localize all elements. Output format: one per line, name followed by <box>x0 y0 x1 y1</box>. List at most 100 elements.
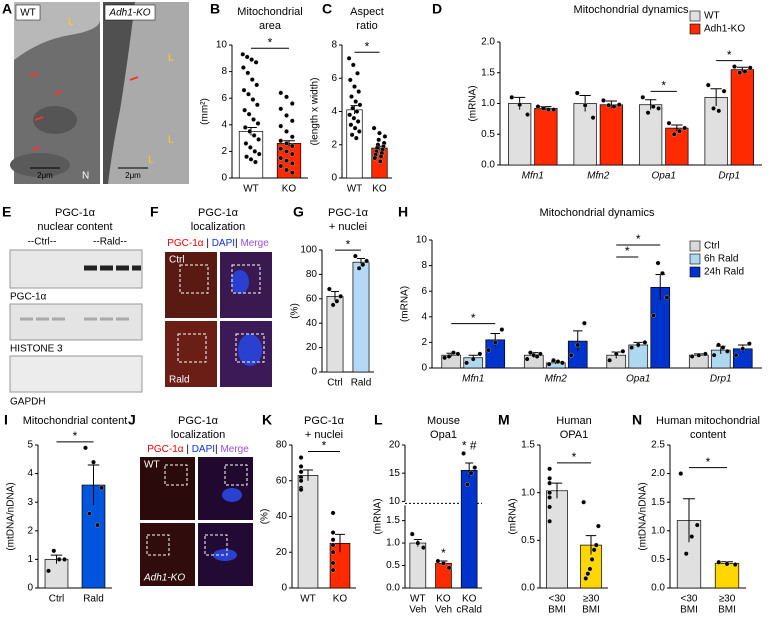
data-point <box>351 115 357 121</box>
y-tick-label: 0.0 <box>651 583 665 594</box>
data-point <box>607 357 612 363</box>
data-point <box>593 542 599 548</box>
y-tick-label: 1.5 <box>651 497 665 508</box>
x-tick-label: Veh <box>435 605 452 616</box>
y-tick-label: 10 <box>216 40 228 51</box>
data-point <box>499 327 505 332</box>
x-tick-label: <30 <box>549 594 566 605</box>
data-point <box>298 469 304 475</box>
bar <box>714 563 740 589</box>
error-bar <box>736 66 748 73</box>
data-point <box>353 99 359 104</box>
data-point <box>468 470 474 476</box>
panel-title: localization <box>171 429 225 441</box>
stain: Merge <box>220 444 249 455</box>
y-tick-label: 1.0 <box>651 525 665 536</box>
data-point <box>248 157 254 162</box>
data-point <box>278 155 284 161</box>
data-point <box>289 101 295 106</box>
y-tick-label: 10 <box>389 496 401 507</box>
y-tick-label: 5 <box>27 440 33 451</box>
y-tick-label: 8 <box>331 40 337 51</box>
panel-title: OPA1 <box>560 429 589 441</box>
data-point <box>248 145 253 150</box>
image-caption: WT <box>20 8 36 19</box>
data-point <box>477 351 483 357</box>
data-point <box>330 302 336 308</box>
row-label: Ctrl <box>169 255 185 266</box>
x-tick-label: Ctrl <box>49 594 65 605</box>
bar <box>639 104 663 166</box>
nucleus <box>231 270 249 294</box>
bar <box>599 104 623 166</box>
data-point <box>747 341 752 347</box>
x-tick-label: Rald <box>83 594 104 605</box>
x-tick-label: KO <box>282 184 297 195</box>
data-point <box>568 352 574 358</box>
data-point <box>51 548 57 554</box>
nucleus-label: N <box>82 171 89 182</box>
data-point <box>347 112 353 118</box>
data-point <box>330 510 336 516</box>
significance-label: * <box>706 455 711 469</box>
y-axis-label: (mtDNA/nDNA) <box>638 482 649 550</box>
x-tick-label: Drp1 <box>718 171 740 182</box>
data-point <box>99 485 104 491</box>
y-tick-label: 20 <box>306 342 318 353</box>
data-point <box>56 557 62 562</box>
data-point <box>253 159 258 165</box>
separator: | <box>186 444 189 455</box>
data-point <box>546 361 552 367</box>
data-point <box>330 560 336 566</box>
data-point <box>349 132 355 138</box>
panel-title: PGC-1α <box>55 207 96 219</box>
panel-title: Mitochondrial <box>237 6 302 18</box>
data-point <box>249 77 255 82</box>
data-point <box>338 294 343 299</box>
data-point <box>464 360 469 366</box>
y-tick-label: 2.0 <box>481 37 495 48</box>
data-point <box>415 540 421 546</box>
panel-title: Mouse <box>427 415 460 427</box>
y-tick-label: 1.5 <box>481 67 495 78</box>
y-tick-label: 2.5 <box>651 440 665 451</box>
y-tick-label: 3 <box>27 497 33 508</box>
error-bar <box>683 498 695 543</box>
blot-label: PGC-1α <box>10 292 47 303</box>
x-tick-label: Opa1 <box>626 374 650 385</box>
data-point <box>91 459 96 465</box>
data-point <box>278 106 284 112</box>
x-tick-label: BMI <box>680 605 698 616</box>
data-point <box>547 518 552 524</box>
data-point <box>629 345 634 350</box>
data-point <box>655 260 661 266</box>
data-point <box>677 128 682 134</box>
data-point <box>278 123 284 129</box>
data-point <box>583 576 589 581</box>
stain-legend: PGC-1α | DAPI| Merge <box>147 444 249 455</box>
data-point <box>355 70 360 76</box>
data-point <box>330 549 336 555</box>
y-tick-label: 8 <box>221 66 227 77</box>
x-tick-label: Mfn2 <box>545 374 568 385</box>
data-point <box>330 567 336 573</box>
y-tick-label: 6 <box>331 73 337 84</box>
y-tick-label: 0 <box>421 363 427 374</box>
data-point <box>733 352 739 358</box>
data-point <box>442 355 447 361</box>
roi-box <box>146 464 248 556</box>
group-label: --Ctrl-- <box>28 237 57 248</box>
stain: PGC-1α <box>147 444 184 455</box>
caption-box <box>15 4 41 21</box>
panel-title: Aspect <box>350 6 384 18</box>
panel-letter: A <box>2 1 12 17</box>
data-point <box>352 84 357 89</box>
data-point <box>660 270 665 276</box>
data-point <box>721 88 727 94</box>
data-point <box>446 565 452 571</box>
x-tick-label: ≥30 <box>583 594 600 605</box>
data-point <box>289 118 295 124</box>
data-point <box>256 137 261 142</box>
legend-swatch <box>689 23 701 35</box>
data-point <box>525 112 530 117</box>
